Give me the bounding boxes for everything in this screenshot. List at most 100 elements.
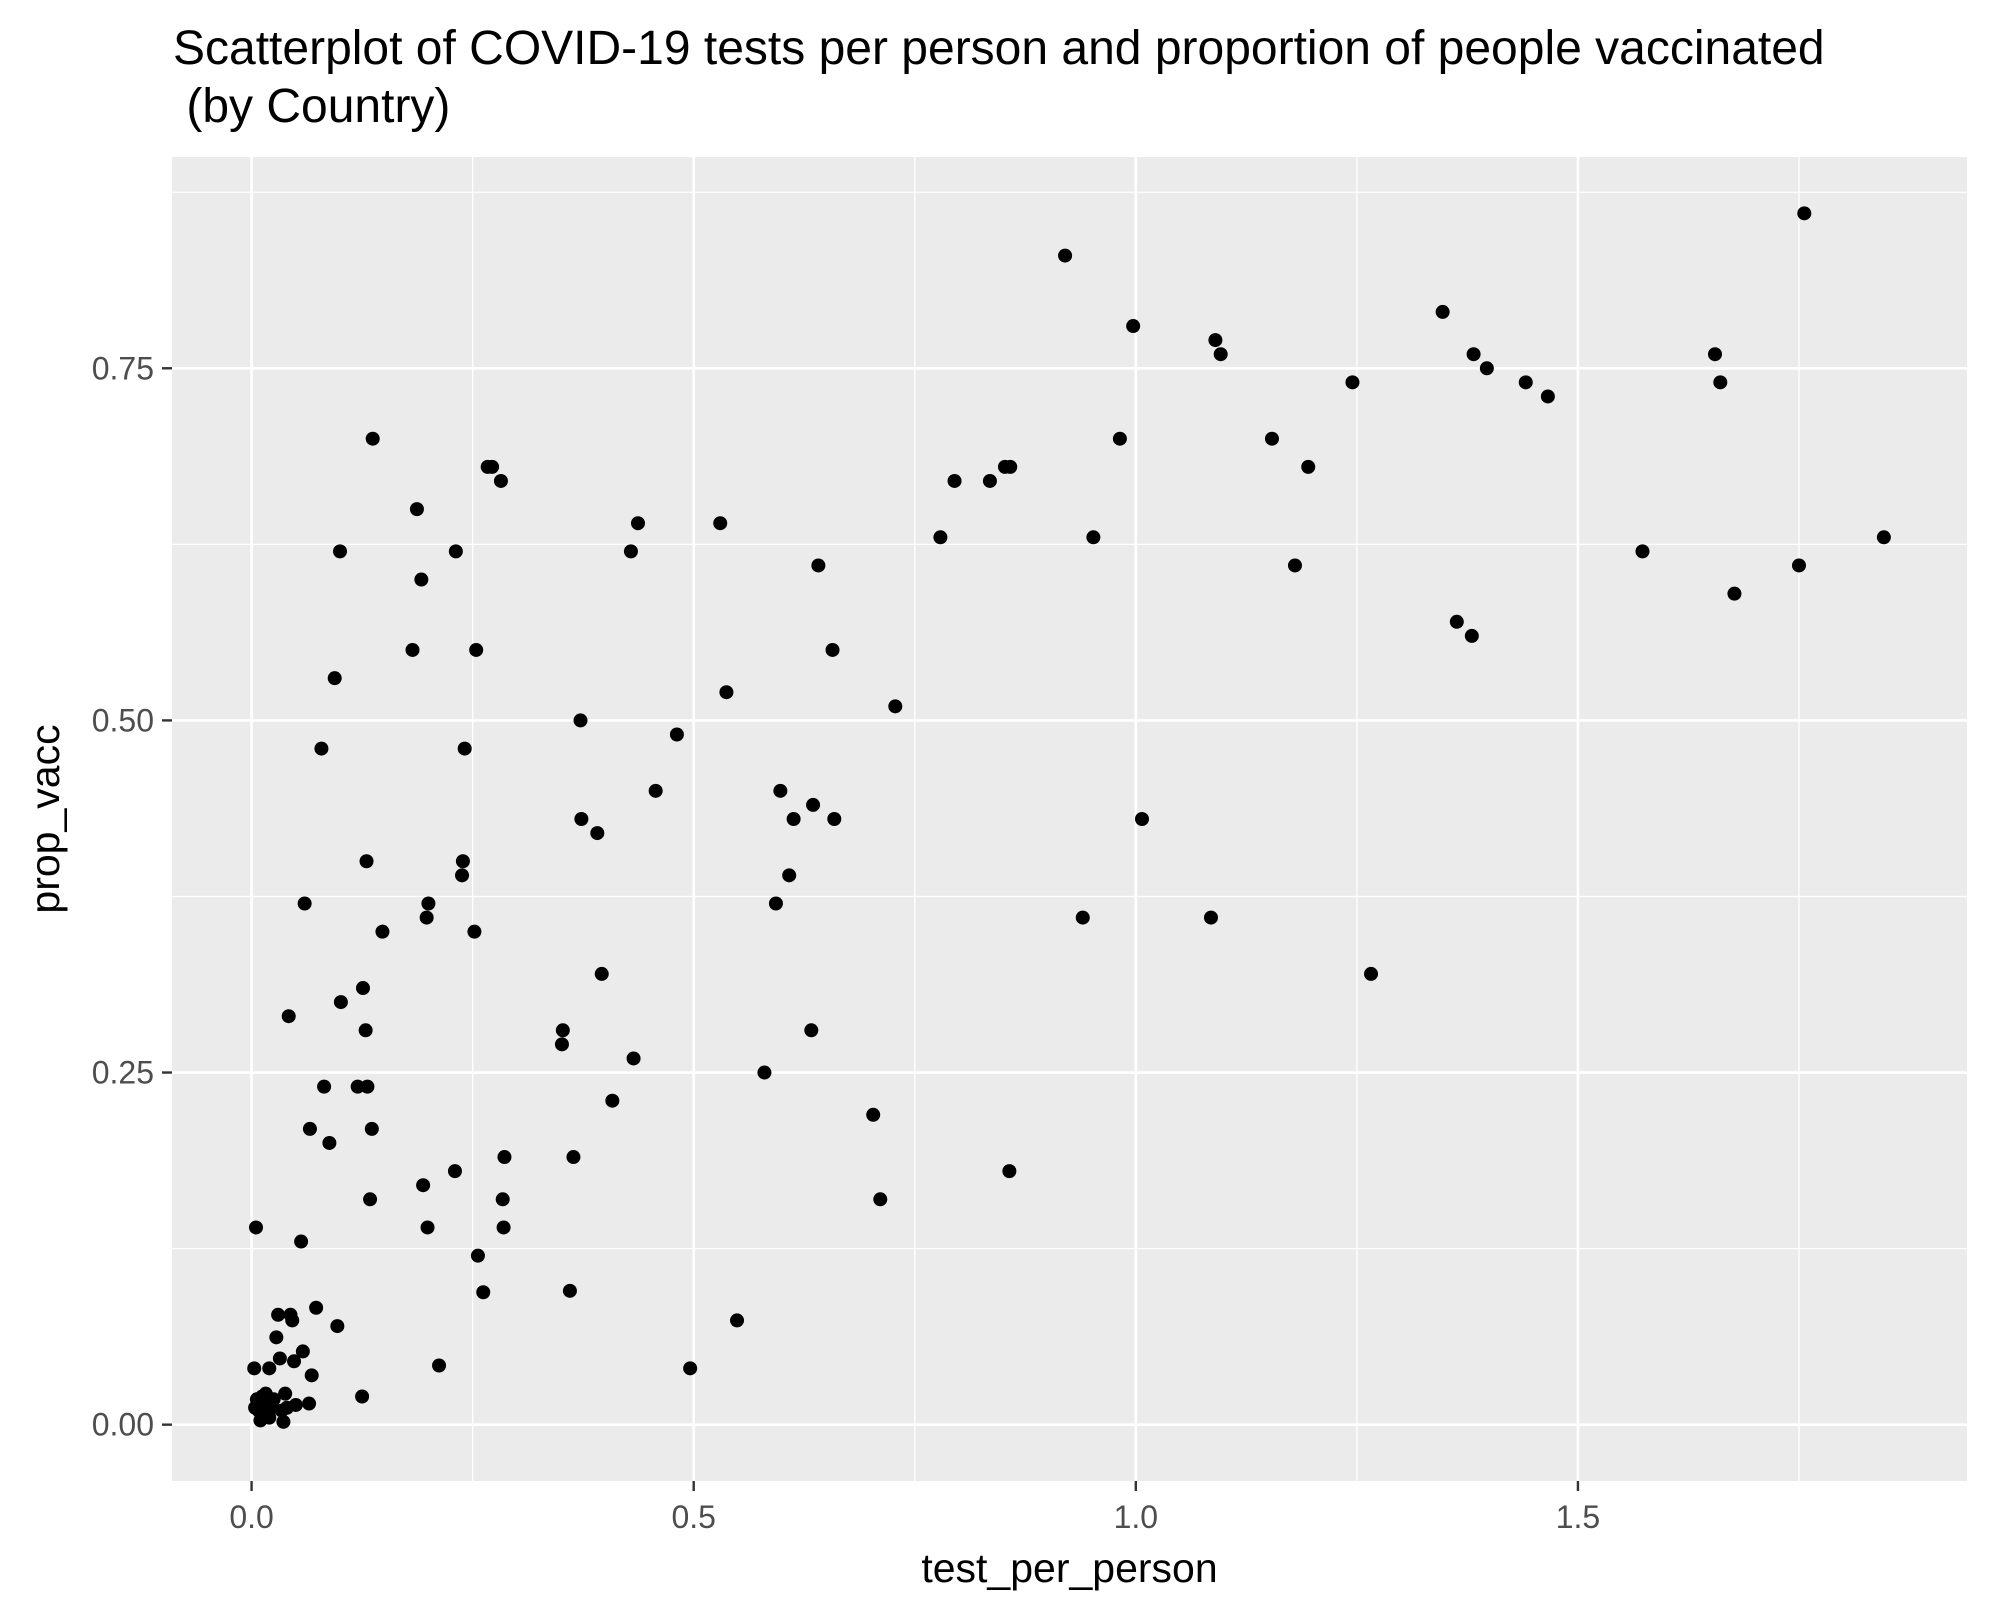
data-point bbox=[302, 1121, 317, 1136]
data-point bbox=[1797, 206, 1812, 221]
data-point bbox=[294, 1234, 309, 1249]
data-point bbox=[555, 1023, 570, 1038]
data-point bbox=[278, 1386, 293, 1401]
data-point bbox=[1635, 544, 1650, 559]
data-point bbox=[1002, 1164, 1017, 1179]
data-point bbox=[365, 431, 380, 446]
data-point bbox=[626, 1051, 641, 1066]
data-point bbox=[485, 459, 500, 474]
data-point bbox=[350, 1079, 365, 1094]
x-tick-label: 0.5 bbox=[671, 1499, 715, 1535]
data-point bbox=[364, 1121, 379, 1136]
data-point bbox=[866, 1107, 881, 1122]
data-point bbox=[1540, 389, 1555, 404]
data-points bbox=[247, 206, 1891, 1429]
y-tick-label: 0.50 bbox=[92, 702, 154, 738]
data-point bbox=[757, 1065, 772, 1080]
data-point bbox=[327, 671, 342, 686]
data-point bbox=[590, 826, 605, 841]
data-point bbox=[1075, 910, 1090, 925]
data-point bbox=[304, 1368, 319, 1383]
data-point bbox=[266, 1392, 281, 1407]
data-point bbox=[272, 1351, 287, 1366]
data-point bbox=[420, 1220, 435, 1235]
data-point bbox=[1791, 558, 1806, 573]
data-point bbox=[713, 516, 728, 531]
data-point bbox=[317, 1079, 332, 1094]
data-point bbox=[1301, 459, 1316, 474]
x-tick-label: 0.0 bbox=[229, 1499, 273, 1535]
data-point bbox=[360, 1079, 375, 1094]
data-point bbox=[562, 1283, 577, 1298]
data-point bbox=[623, 544, 638, 559]
data-point bbox=[1126, 319, 1141, 334]
data-point bbox=[1518, 375, 1533, 390]
data-point bbox=[827, 812, 842, 826]
data-point bbox=[262, 1361, 277, 1376]
data-point bbox=[330, 1319, 345, 1334]
data-point bbox=[467, 924, 482, 939]
data-point bbox=[363, 1192, 378, 1207]
title-group: Scatterplot of COVID-19 tests per person… bbox=[173, 22, 1825, 133]
data-point bbox=[594, 966, 609, 981]
data-point bbox=[566, 1150, 581, 1165]
data-point bbox=[1345, 375, 1360, 390]
data-point bbox=[297, 896, 312, 911]
data-point bbox=[933, 530, 948, 545]
data-point bbox=[630, 516, 645, 531]
y-tick-label: 0.75 bbox=[92, 350, 154, 386]
data-point bbox=[648, 783, 663, 798]
data-point bbox=[1464, 628, 1479, 643]
data-point bbox=[719, 685, 734, 700]
data-point bbox=[314, 741, 329, 756]
y-tick-label: 0.00 bbox=[92, 1407, 154, 1443]
data-point bbox=[288, 1397, 303, 1412]
y-axis: 0.00 0.25 0.50 0.75 bbox=[92, 350, 172, 1443]
data-point bbox=[457, 741, 472, 756]
data-point bbox=[669, 727, 684, 742]
data-point bbox=[405, 642, 420, 657]
data-point bbox=[432, 1358, 447, 1373]
x-axis: 0.0 0.5 1.0 1.5 bbox=[229, 1481, 1600, 1535]
data-point bbox=[414, 572, 429, 587]
x-axis-label: test_per_person bbox=[921, 1545, 1217, 1591]
major-gridlines bbox=[172, 157, 1967, 1481]
data-point bbox=[1003, 459, 1018, 474]
data-point bbox=[375, 924, 390, 939]
data-point bbox=[358, 1023, 373, 1038]
data-point bbox=[455, 854, 470, 869]
chart-title: Scatterplot of COVID-19 tests per person… bbox=[173, 22, 1825, 75]
data-point bbox=[287, 1354, 302, 1369]
data-point bbox=[355, 1389, 370, 1404]
data-point bbox=[1876, 530, 1891, 545]
data-point bbox=[1213, 347, 1228, 362]
x-tick-label: 1.5 bbox=[1556, 1499, 1600, 1535]
data-point bbox=[804, 1023, 819, 1038]
data-point bbox=[495, 1192, 510, 1207]
data-point bbox=[302, 1396, 317, 1411]
data-point bbox=[355, 981, 370, 996]
data-point bbox=[982, 473, 997, 488]
data-point bbox=[825, 642, 840, 657]
data-point bbox=[1203, 910, 1218, 925]
data-point bbox=[421, 896, 436, 911]
data-point bbox=[295, 1344, 310, 1359]
data-point bbox=[333, 544, 348, 559]
data-point bbox=[1287, 558, 1302, 573]
data-point bbox=[309, 1300, 324, 1315]
y-tick-label: 0.25 bbox=[92, 1055, 154, 1091]
data-point bbox=[574, 812, 589, 826]
data-point bbox=[683, 1361, 698, 1376]
data-point bbox=[470, 1248, 485, 1263]
data-point bbox=[1707, 347, 1722, 362]
data-point bbox=[419, 910, 434, 925]
data-point bbox=[493, 473, 508, 488]
data-point bbox=[269, 1330, 284, 1345]
data-point bbox=[1208, 333, 1223, 348]
data-point bbox=[447, 1164, 462, 1179]
data-point bbox=[811, 558, 826, 573]
data-point bbox=[773, 783, 788, 798]
data-point bbox=[1449, 614, 1464, 629]
chart-subtitle: (by Country) bbox=[173, 80, 450, 133]
